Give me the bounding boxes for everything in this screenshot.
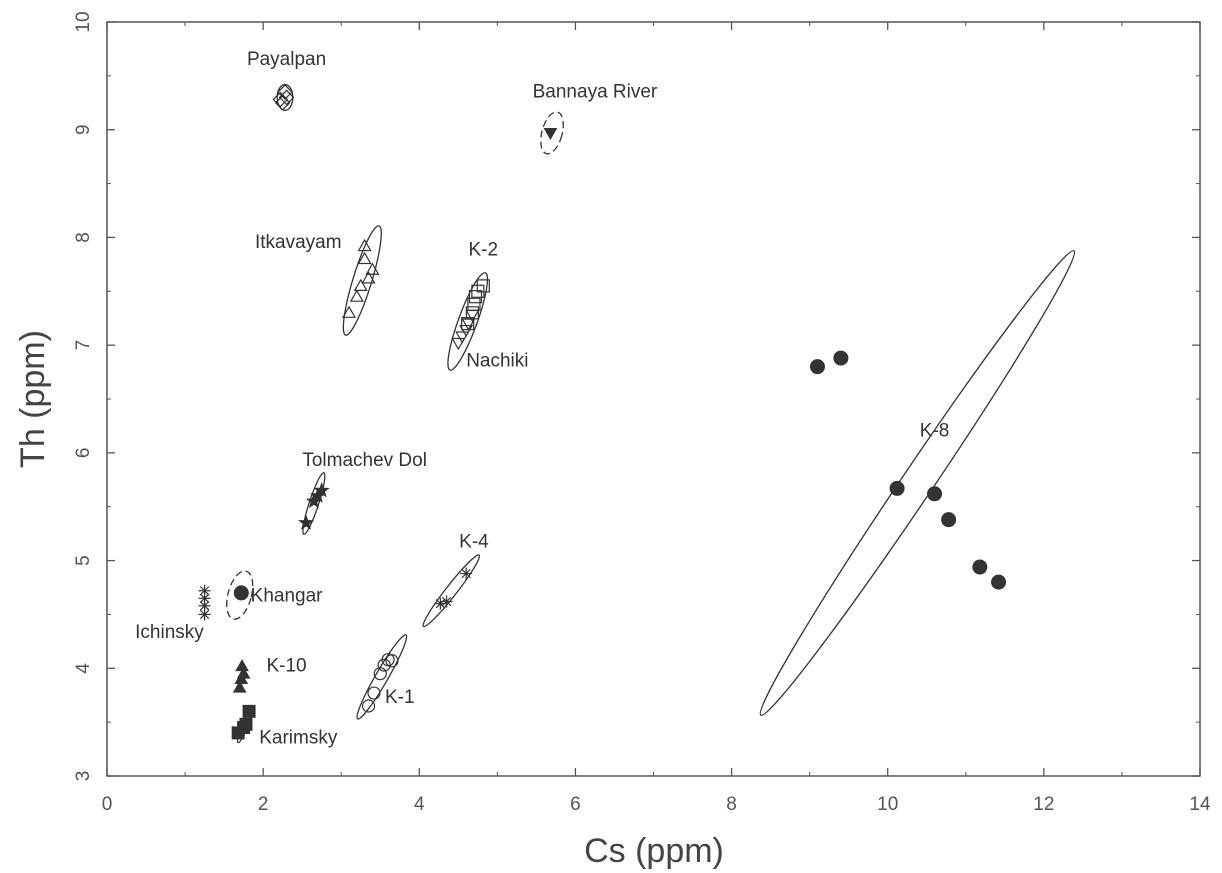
data-points bbox=[198, 84, 1007, 740]
tolmachev-dol-ellipse bbox=[302, 472, 326, 535]
tolmachev-dol-point bbox=[313, 482, 330, 498]
itkavayam-point bbox=[357, 251, 372, 265]
x-tick-label: 14 bbox=[1189, 794, 1211, 815]
k-4-point bbox=[460, 567, 473, 580]
x-tick-label: 6 bbox=[570, 794, 581, 815]
k-8-point bbox=[927, 486, 943, 502]
k-8-point bbox=[809, 359, 825, 375]
itkavayam-point bbox=[361, 271, 376, 284]
k-1-point bbox=[361, 699, 376, 713]
y-tick-label: 3 bbox=[73, 771, 94, 782]
khangar-label: Khangar bbox=[251, 586, 324, 607]
itkavayam-point bbox=[341, 305, 357, 318]
bannaya-river-label: Bannaya River bbox=[533, 81, 658, 102]
y-tick-label: 5 bbox=[73, 555, 94, 566]
ichinsky-point bbox=[198, 584, 211, 597]
x-tick-label: 0 bbox=[102, 794, 113, 815]
nachiki-point bbox=[455, 331, 470, 344]
payalpan-label: Payalpan bbox=[247, 49, 326, 70]
itkavayam-point bbox=[353, 278, 368, 291]
y-tick-label: 9 bbox=[73, 124, 94, 135]
k-2-point bbox=[476, 279, 490, 293]
k-1-point bbox=[385, 654, 399, 668]
k-8-point bbox=[991, 574, 1007, 590]
k-8-label: K-8 bbox=[920, 421, 950, 442]
itkavayam-label: Itkavayam bbox=[255, 232, 342, 253]
itkavayam-point bbox=[349, 289, 364, 302]
x-tick-label: 4 bbox=[414, 794, 425, 815]
karimsky-point bbox=[239, 717, 253, 731]
khangar-ellipse bbox=[226, 570, 254, 620]
k-8-point bbox=[972, 559, 988, 575]
y-tick-label: 8 bbox=[73, 232, 94, 243]
group-ellipses bbox=[226, 83, 1076, 744]
tolmachev-dol-label: Tolmachev Dol bbox=[302, 450, 427, 471]
x-tick-label: 8 bbox=[726, 794, 737, 815]
x-axis-title: Cs (ppm) bbox=[584, 832, 724, 870]
y-tick-label: 6 bbox=[73, 448, 94, 459]
bannaya-river-point bbox=[543, 127, 558, 140]
k-1-point bbox=[367, 686, 381, 700]
k-10-label: K-10 bbox=[266, 656, 306, 677]
k-8-point bbox=[889, 480, 905, 496]
nachiki-point bbox=[465, 309, 480, 323]
k-2-point bbox=[461, 317, 475, 331]
x-tick-label: 2 bbox=[258, 794, 269, 815]
ichinsky-label: Ichinsky bbox=[135, 622, 204, 643]
x-tick-label: 10 bbox=[877, 794, 898, 815]
k-4-point bbox=[434, 597, 447, 610]
khangar-point bbox=[233, 585, 249, 601]
axis-ticks: 0 2 4 6 8 10 12 14 3 4 5 6 7 8 9 10 bbox=[73, 11, 1211, 815]
k-10-point bbox=[232, 680, 247, 693]
payalpan-point bbox=[277, 84, 293, 100]
k-10-point bbox=[236, 666, 251, 679]
group-labels: Payalpan Bannaya River Itkavayam K-2 Nachiki… bbox=[135, 49, 949, 749]
y-tick-label: 10 bbox=[73, 11, 94, 32]
ichinsky-point bbox=[198, 599, 211, 612]
payalpan-point bbox=[272, 91, 289, 108]
y-tick-label: 4 bbox=[73, 663, 94, 674]
karimsky-label: Karimsky bbox=[259, 728, 338, 749]
k-1-ellipse bbox=[356, 634, 408, 720]
bannaya-river-ellipse bbox=[540, 111, 564, 155]
nachiki-point bbox=[451, 337, 466, 351]
k-8-point bbox=[833, 350, 849, 366]
itkavayam-ellipse bbox=[342, 225, 382, 336]
nachiki-point bbox=[461, 318, 476, 331]
k-1-label: K-1 bbox=[385, 687, 415, 708]
tolmachev-dol-point bbox=[298, 514, 315, 530]
y-tick-label: 7 bbox=[73, 340, 94, 351]
itkavayam-point bbox=[357, 238, 372, 252]
karimsky-point bbox=[242, 704, 256, 718]
k-8-point bbox=[941, 512, 957, 528]
y-axis-title: Th (ppm) bbox=[14, 330, 52, 468]
k-2-point bbox=[468, 290, 483, 304]
k-2-ellipse bbox=[447, 272, 489, 371]
k-4-ellipse bbox=[422, 554, 481, 628]
k-4-label: K-4 bbox=[459, 532, 489, 553]
k-8-ellipse bbox=[759, 250, 1076, 717]
ichinsky-point bbox=[198, 592, 211, 605]
k-1-point bbox=[373, 667, 387, 681]
k-2-label: K-2 bbox=[469, 240, 499, 261]
k-10-point bbox=[235, 659, 249, 672]
nachiki-label: Nachiki bbox=[466, 351, 528, 372]
x-tick-label: 12 bbox=[1033, 794, 1054, 815]
itkavayam-point bbox=[365, 262, 380, 275]
payalpan-point bbox=[274, 94, 291, 111]
k-4-point bbox=[440, 595, 453, 608]
